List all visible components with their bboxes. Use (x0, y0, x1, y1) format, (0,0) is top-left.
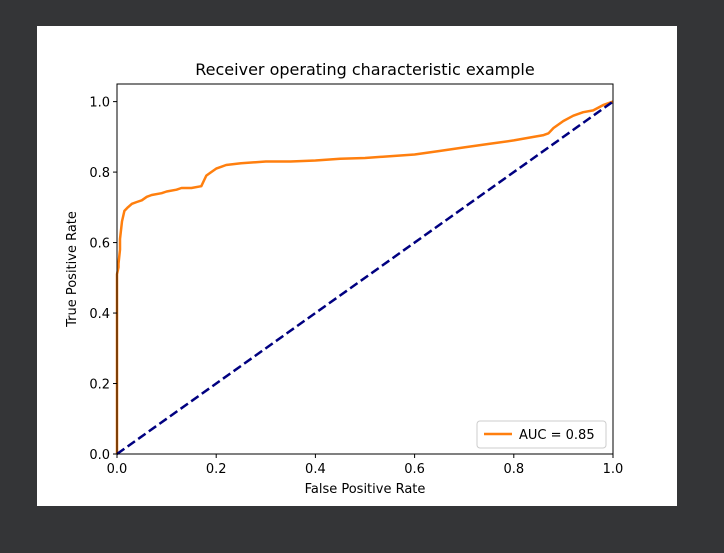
legend-label: AUC = 0.85 (519, 428, 595, 443)
y-tick-label: 0.0 (89, 448, 110, 463)
y-tick-label: 1.0 (89, 96, 110, 111)
y-tick-label: 0.2 (89, 378, 110, 393)
x-tick-label: 0.6 (404, 462, 425, 477)
plot-lines (115, 100, 614, 456)
y-axis-label: True Positive Rate (65, 211, 80, 328)
x-tick-label: 0.4 (305, 462, 326, 477)
roc-chart: Receiver operating characteristic exampl… (65, 60, 624, 497)
x-axis-ticks: 0.0 0.2 0.4 0.6 0.8 1.0 (107, 454, 624, 477)
legend: AUC = 0.85 (476, 420, 607, 449)
x-tick-label: 0.8 (503, 462, 524, 477)
x-tick-label: 0.2 (206, 462, 227, 477)
y-tick-label: 0.6 (89, 237, 110, 252)
chance-diagonal-line (116, 100, 614, 456)
y-axis-ticks: 0.0 0.2 0.4 0.6 0.8 1.0 (89, 96, 117, 463)
x-tick-label: 0.0 (107, 462, 128, 477)
chart-figure: Receiver operating characteristic exampl… (37, 26, 677, 506)
axes-frame (116, 83, 614, 455)
chart-title: Receiver operating characteristic exampl… (195, 60, 534, 79)
legend-box (476, 420, 607, 449)
x-axis-label: False Positive Rate (305, 482, 426, 497)
x-tick-label: 1.0 (603, 462, 624, 477)
y-tick-label: 0.4 (89, 307, 110, 322)
roc-curve-line (115, 100, 614, 454)
y-tick-label: 0.8 (89, 166, 110, 181)
